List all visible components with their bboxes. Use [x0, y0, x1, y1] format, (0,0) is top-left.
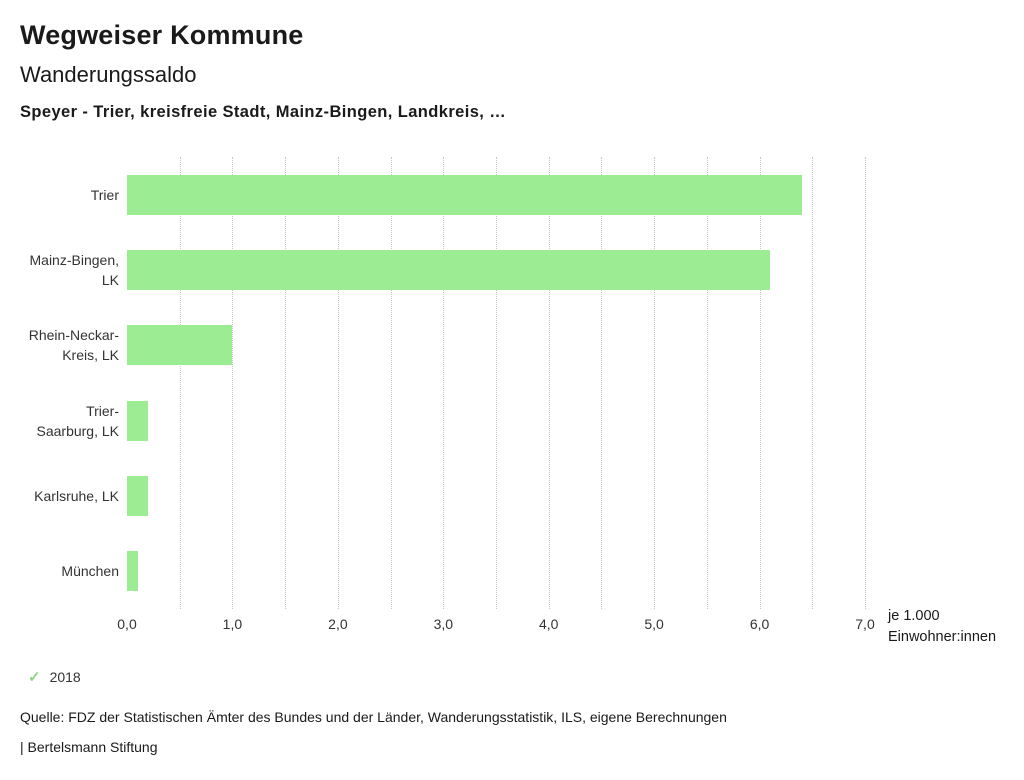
gridline	[548, 157, 550, 609]
bar-2	[127, 250, 771, 290]
chart-header: Wegweiser Kommune Wanderungssaldo Speyer…	[20, 20, 920, 122]
x-axis-unit-line2: Einwohner:innen	[888, 629, 997, 645]
bar-1	[127, 174, 802, 215]
gridline	[496, 157, 497, 609]
category-label: München	[61, 563, 119, 580]
x-tick-label: 5,0	[644, 616, 664, 632]
branding-text: | Bertelsmann Stiftung	[20, 739, 158, 755]
chart-series-title: Speyer - Trier, kreisfreie Stadt, Mainz-…	[20, 103, 507, 121]
legend-item-label: 2018	[49, 669, 81, 685]
category-label: Mainz-Bingen, LK	[29, 252, 120, 288]
x-tick-label: 6,0	[749, 616, 770, 632]
gridline	[759, 157, 761, 609]
page-title: Wegweiser Kommune	[20, 20, 304, 50]
gridline	[232, 157, 234, 609]
gridline	[179, 157, 181, 609]
bar-3	[127, 325, 233, 366]
gridline	[337, 157, 339, 609]
x-tick-label: 4,0	[538, 616, 559, 632]
x-tick-label: 0,0	[117, 616, 137, 632]
category-label: Rhein-Neckar- Kreis, LK	[28, 327, 119, 364]
bar-6	[127, 551, 138, 592]
plot-area	[127, 157, 866, 609]
gridline	[443, 157, 445, 609]
x-axis-unit-label: je 1.000 Einwohner:innen	[888, 606, 996, 648]
source-text: Quelle: FDZ der Statistischen Ämter des …	[20, 709, 727, 725]
gridline	[601, 157, 603, 609]
gridline	[706, 157, 708, 609]
gridline	[812, 157, 814, 609]
check-icon: ✓	[28, 669, 41, 686]
x-tick-label: 3,0	[433, 616, 454, 632]
category-label: Trier- Saarburg, LK	[36, 402, 120, 439]
legend: ✓ 2018	[28, 668, 81, 686]
chart-title: Wanderungssaldo	[20, 62, 197, 87]
category-label: Karlsruhe, LK	[34, 488, 119, 504]
x-axis: 0,0 1,0 2,0 3,0 4,0 5,0 6,0 7,0	[117, 616, 874, 636]
bar-5	[127, 476, 149, 516]
x-tick-label: 2,0	[328, 616, 348, 632]
x-tick-label: 1,0	[222, 616, 243, 632]
gridline	[865, 157, 866, 609]
x-tick-label: 7,0	[855, 616, 875, 632]
category-label: Trier	[90, 186, 119, 203]
gridline	[285, 157, 287, 609]
bar-4	[127, 400, 149, 441]
x-axis-unit-line1: je 1.000	[888, 608, 940, 624]
gridline	[390, 157, 392, 609]
category-labels: Trier Mainz-Bingen, LK Rhein-Neckar- Kreis, …	[0, 0, 119, 780]
gridline	[654, 157, 656, 609]
